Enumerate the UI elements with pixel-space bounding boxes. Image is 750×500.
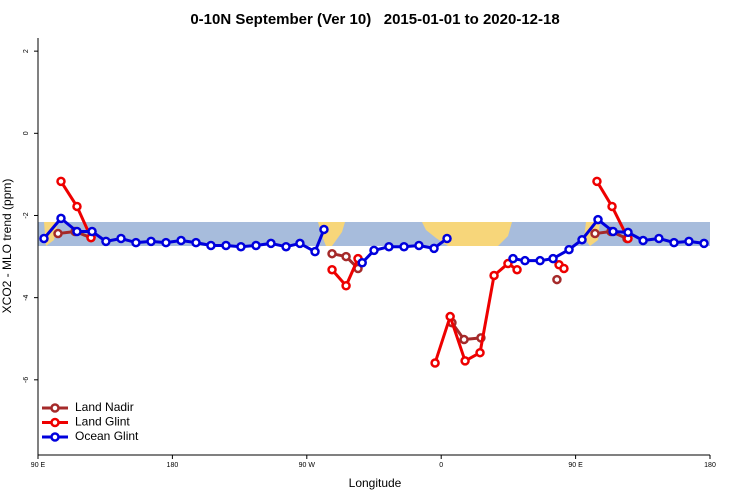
y-tick-label: -2 (23, 212, 30, 218)
data-point (319, 224, 329, 235)
data-point (593, 214, 603, 225)
data-point (459, 334, 469, 345)
data-point (590, 228, 600, 239)
data-point (559, 263, 569, 274)
y-tick-label: -6 (23, 377, 30, 383)
data-point (489, 270, 499, 281)
x-tick-label: 90 E (568, 462, 583, 469)
data-point (327, 248, 337, 259)
y-axis-label: XCO2 - MLO trend (ppm) (0, 179, 14, 314)
data-point (310, 246, 320, 257)
data-point (357, 257, 367, 268)
data-point (577, 234, 587, 245)
data-point (72, 226, 82, 237)
data-point (341, 251, 351, 262)
data-point (236, 241, 246, 252)
data-point (638, 235, 648, 246)
data-point (266, 238, 276, 249)
data-point (607, 201, 617, 212)
data-point (281, 241, 291, 252)
data-point (445, 311, 455, 322)
x-tick-label: 180 (167, 462, 179, 469)
data-point (206, 240, 216, 251)
data-point (161, 237, 171, 248)
data-point (669, 237, 679, 248)
data-point (429, 243, 439, 254)
data-point (460, 356, 470, 366)
data-point (535, 255, 545, 266)
data-point (72, 201, 82, 212)
legend-marker (50, 417, 60, 428)
data-point (251, 240, 261, 251)
x-tick-label: 90 E (31, 462, 46, 469)
series-line (59, 180, 630, 364)
data-point (699, 238, 709, 249)
data-point (552, 274, 562, 285)
data-point (369, 245, 379, 256)
data-point (327, 264, 337, 275)
data-point (101, 236, 111, 247)
data-point (414, 240, 424, 251)
data-point (56, 176, 66, 187)
data-point (87, 226, 97, 237)
x-tick-label: 180 (704, 462, 716, 469)
x-tick-label: 90 W (299, 462, 316, 469)
legend-label: Ocean Glint (75, 429, 139, 443)
data-point (608, 226, 618, 237)
data-point (131, 237, 141, 248)
data-point (475, 347, 485, 358)
data-point (39, 233, 49, 244)
legend-marker (50, 432, 60, 442)
x-axis-label: Longitude (349, 476, 402, 490)
x-tick-label: 0 (439, 462, 443, 469)
data-point (295, 238, 305, 249)
data-point (430, 358, 440, 368)
y-tick-label: -4 (23, 294, 30, 300)
legend-label: Land Glint (75, 415, 130, 429)
data-point (176, 235, 186, 246)
data-point (520, 255, 530, 266)
chart-title: 0-10N September (Ver 10) 2015-01-01 to 2… (190, 11, 559, 28)
data-point (384, 241, 394, 252)
data-point (56, 213, 66, 224)
data-point (592, 176, 602, 187)
data-point (684, 236, 694, 247)
legend-marker (50, 403, 60, 413)
data-point (654, 233, 664, 244)
y-tick-label: 2 (23, 49, 30, 53)
data-point (191, 237, 201, 248)
data-point (146, 236, 156, 247)
data-point (399, 241, 409, 252)
data-point (221, 240, 231, 251)
data-point (512, 264, 522, 275)
data-point (623, 227, 633, 238)
data-point (508, 253, 518, 264)
data-point (116, 233, 126, 244)
data-point (341, 280, 351, 291)
data-point (564, 244, 574, 255)
y-tick-label: 0 (23, 131, 30, 135)
data-point (442, 233, 452, 244)
legend-label: Land Nadir (75, 400, 134, 414)
data-point (53, 228, 63, 239)
data-point (548, 253, 558, 264)
